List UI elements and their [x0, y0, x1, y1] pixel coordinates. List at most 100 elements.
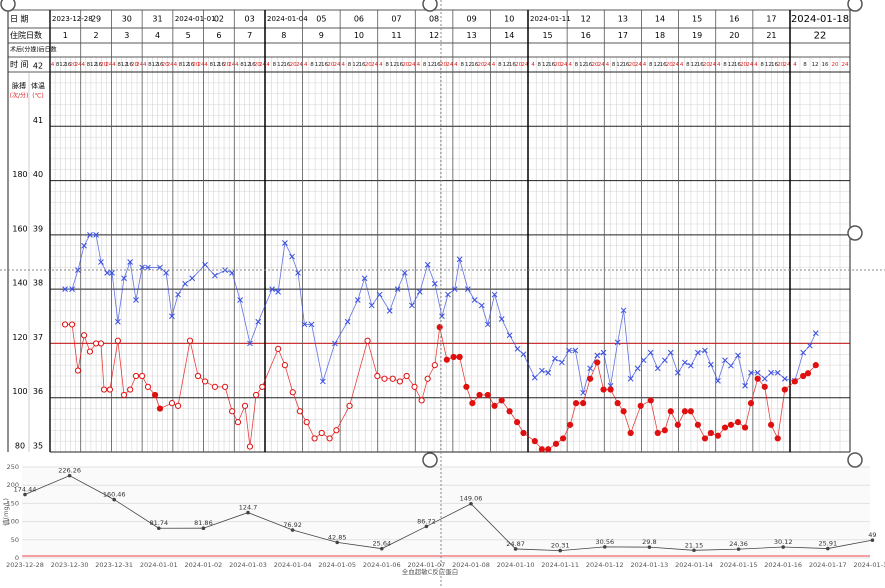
value-label: 49 [868, 531, 876, 539]
temp-point [580, 389, 586, 396]
temp-tick-label: 36 [33, 387, 43, 396]
point [290, 528, 295, 532]
time-label: 20 [740, 62, 747, 68]
date: 06 [354, 15, 364, 24]
temp-point [62, 286, 68, 292]
pulse-point [450, 353, 457, 361]
pulse-point [741, 424, 749, 431]
time-label: 12 [653, 62, 660, 68]
temp-point [667, 349, 674, 356]
temp-point [722, 357, 728, 364]
temp-point [754, 369, 761, 376]
time-label: 4 [143, 62, 147, 68]
temp-point [320, 378, 326, 385]
temp-point [229, 270, 235, 276]
date: 29 [91, 15, 101, 24]
temp-point [182, 280, 188, 287]
time-label: 20 [703, 62, 710, 68]
pulse-point [139, 372, 146, 380]
pulse-point [767, 421, 775, 428]
time-label: 24 [334, 62, 341, 68]
pulse-point [694, 421, 701, 428]
time-label: 4 [342, 62, 346, 68]
row-label: 时 间 [10, 59, 29, 69]
temp-point [424, 261, 431, 268]
crp-chart: 0 50 100 150 200 250 值(mg/L) 全血超敏C反应蛋白 2023-12-2… [1, 463, 885, 576]
pulse-point [721, 424, 729, 431]
point [469, 501, 473, 506]
temp-point [600, 349, 607, 356]
temp-point [115, 318, 121, 325]
time-label: 24 [167, 62, 174, 68]
pulse-point [86, 348, 94, 355]
temp-point [376, 291, 383, 298]
pulse-point [774, 435, 781, 442]
temp-point [386, 308, 393, 314]
pulse-point [241, 402, 249, 409]
pulse-point [174, 402, 182, 409]
time-label: 4 [568, 62, 572, 68]
time-label: 20 [162, 62, 169, 68]
pulse-point [61, 321, 69, 328]
temp-point [332, 340, 338, 347]
time-label: 16 [95, 62, 102, 68]
time-label: 12 [616, 62, 623, 68]
pulse-tick-label: 80 [15, 442, 25, 451]
temp-point [614, 339, 621, 346]
temp-point [275, 289, 282, 295]
temp-point [163, 270, 169, 276]
pulse-tick-label: 120 [12, 333, 27, 342]
time-label: 12 [213, 62, 220, 68]
temp-point [484, 321, 491, 328]
x-tick-label: 2024-01-11 [541, 561, 579, 569]
date: 05 [316, 15, 326, 24]
pulse-point [552, 440, 560, 447]
temp-point [531, 374, 538, 381]
pulse-point [311, 435, 318, 442]
pulse-point [418, 397, 425, 404]
time-label: 8 [148, 62, 152, 68]
y-axis-title: 值(mg/L) [1, 498, 10, 526]
pulse-point [127, 386, 134, 393]
time-label: 16 [64, 62, 71, 68]
pulse-point [318, 429, 325, 437]
value-label: 20.31 [551, 542, 570, 550]
x-tick-label: 2023-12-28 [6, 561, 44, 569]
x-tick-label: 2024-01-13 [631, 561, 669, 569]
time-label: 4 [754, 62, 758, 68]
hospital-day: 15 [542, 31, 552, 40]
temp-point [695, 349, 701, 356]
pulse-point [531, 438, 538, 445]
point [692, 548, 696, 553]
pulse-point [424, 375, 431, 382]
temp-point [728, 362, 734, 369]
temp-point [661, 357, 668, 364]
temp-point [81, 242, 87, 249]
temp-point [121, 275, 127, 282]
date: 10 [504, 15, 514, 24]
time-label: 4 [643, 62, 647, 68]
pulse-point [687, 408, 694, 415]
time-label: 24 [198, 62, 205, 68]
pulse-point [69, 321, 76, 328]
temp-point [715, 378, 721, 384]
time-label: 16 [548, 62, 555, 68]
pulse-point [326, 435, 333, 442]
date: 2024-01-04 [267, 15, 308, 23]
temp-point [640, 357, 647, 364]
temp-point [139, 264, 145, 271]
pulse-point [491, 402, 498, 409]
value-label: 174.44 [14, 486, 37, 494]
pulse-point [572, 400, 580, 407]
date: 09 [467, 15, 477, 24]
point [246, 510, 250, 515]
temp-point [69, 286, 75, 292]
temp-point [98, 259, 104, 265]
time-label: 12 [182, 62, 189, 68]
handle [0, 0, 16, 12]
temp-point [439, 313, 445, 320]
date: 16 [729, 15, 739, 24]
pulse-point [520, 429, 527, 437]
hospital-day: 11 [391, 31, 401, 40]
